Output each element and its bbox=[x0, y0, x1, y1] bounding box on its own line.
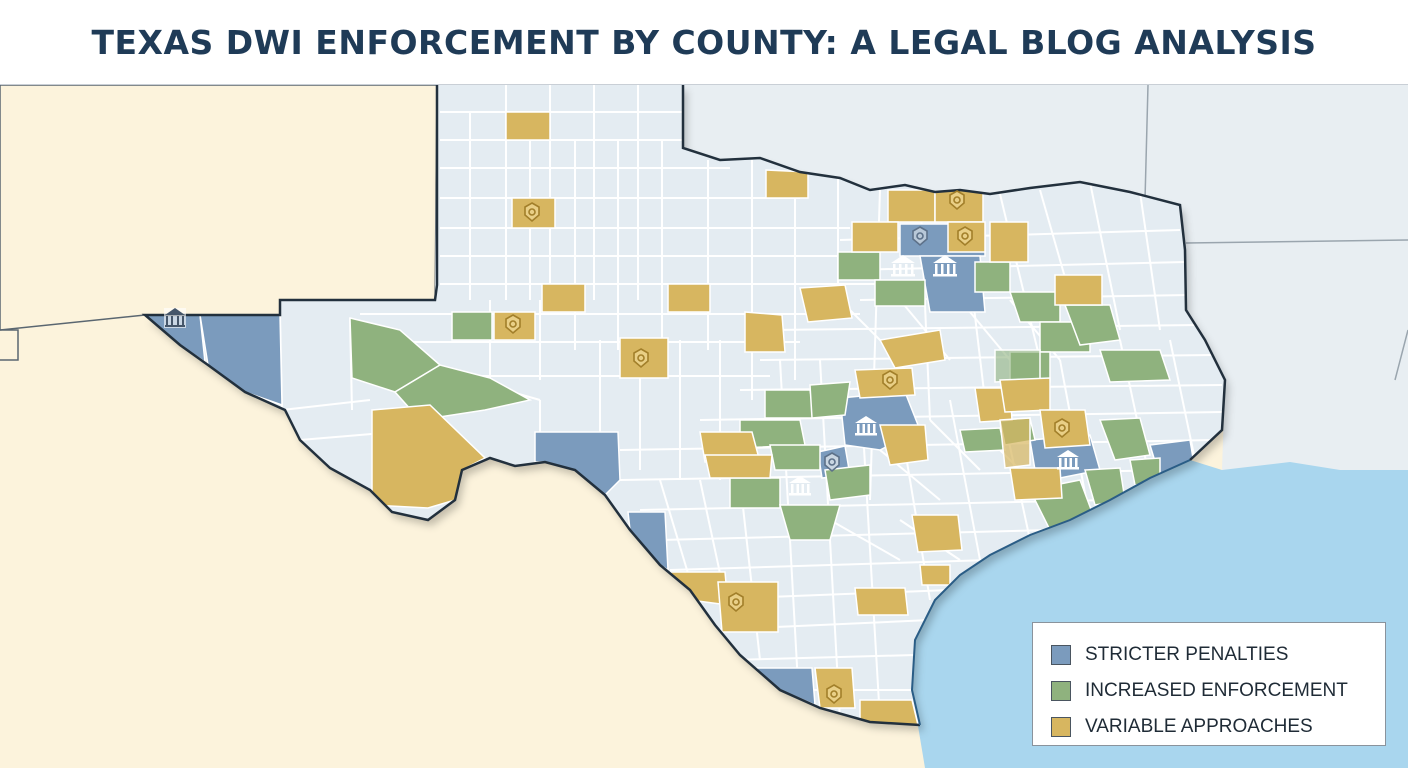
courthouse-icon bbox=[933, 255, 957, 277]
police-badge-icon bbox=[882, 370, 898, 391]
neighbor-states-region bbox=[683, 85, 1408, 472]
red-river-outline bbox=[681, 85, 1227, 461]
legend-item-increased-enforcement: INCREASED ENFORCEMENT bbox=[1051, 673, 1385, 709]
courthouse-icon bbox=[891, 255, 915, 277]
legend-label: VARIABLE APPROACHES bbox=[1085, 716, 1313, 737]
texas-outline bbox=[141, 85, 921, 727]
police-badge-icon bbox=[1054, 418, 1070, 439]
state-border-oklahoma-arkansas bbox=[1144, 85, 1149, 201]
page-title: TEXAS DWI ENFORCEMENT BY COUNTY: A LEGAL… bbox=[91, 22, 1317, 62]
legend-label: INCREASED ENFORCEMENT bbox=[1085, 680, 1348, 701]
police-badge-icon bbox=[505, 314, 521, 335]
police-badge-icon bbox=[728, 592, 744, 613]
police-badge-markers bbox=[505, 190, 1070, 705]
courthouse-icon bbox=[855, 416, 877, 436]
variable-counties bbox=[371, 111, 1103, 725]
title-bar: TEXAS DWI ENFORCEMENT BY COUNTY: A LEGAL… bbox=[0, 0, 1408, 85]
courthouse-icon bbox=[1057, 450, 1079, 470]
legend-label: STRICTER PENALTIES bbox=[1085, 644, 1289, 665]
courthouse-icon bbox=[789, 476, 811, 496]
police-badge-icon bbox=[957, 226, 973, 247]
legend-item-stricter-penalties: STRICTER PENALTIES bbox=[1051, 637, 1385, 673]
legend-swatch-stricter bbox=[1051, 645, 1071, 665]
new-mexico-border-west bbox=[0, 329, 19, 361]
courthouse-icon bbox=[164, 308, 186, 328]
texas-county-map bbox=[0, 85, 1408, 768]
police-badge-icon bbox=[912, 226, 928, 247]
legend-swatch-increased bbox=[1051, 681, 1071, 701]
police-badge-icon bbox=[524, 202, 540, 223]
new-mexico-region bbox=[0, 85, 438, 331]
police-badge-icon bbox=[826, 684, 842, 705]
police-badge-icon bbox=[949, 190, 965, 211]
state-border-arkansas-louisiana bbox=[1185, 239, 1408, 244]
police-badge-icon bbox=[824, 452, 840, 473]
legend-swatch-variable bbox=[1051, 717, 1071, 737]
police-badge-icon bbox=[633, 348, 649, 369]
gulf-coastline bbox=[910, 459, 1191, 726]
legend-item-variable-approaches: VARIABLE APPROACHES bbox=[1051, 709, 1385, 745]
state-border-louisiana-mississippi bbox=[1394, 329, 1408, 381]
map-legend: STRICTER PENALTIES INCREASED ENFORCEMENT… bbox=[1032, 622, 1386, 746]
